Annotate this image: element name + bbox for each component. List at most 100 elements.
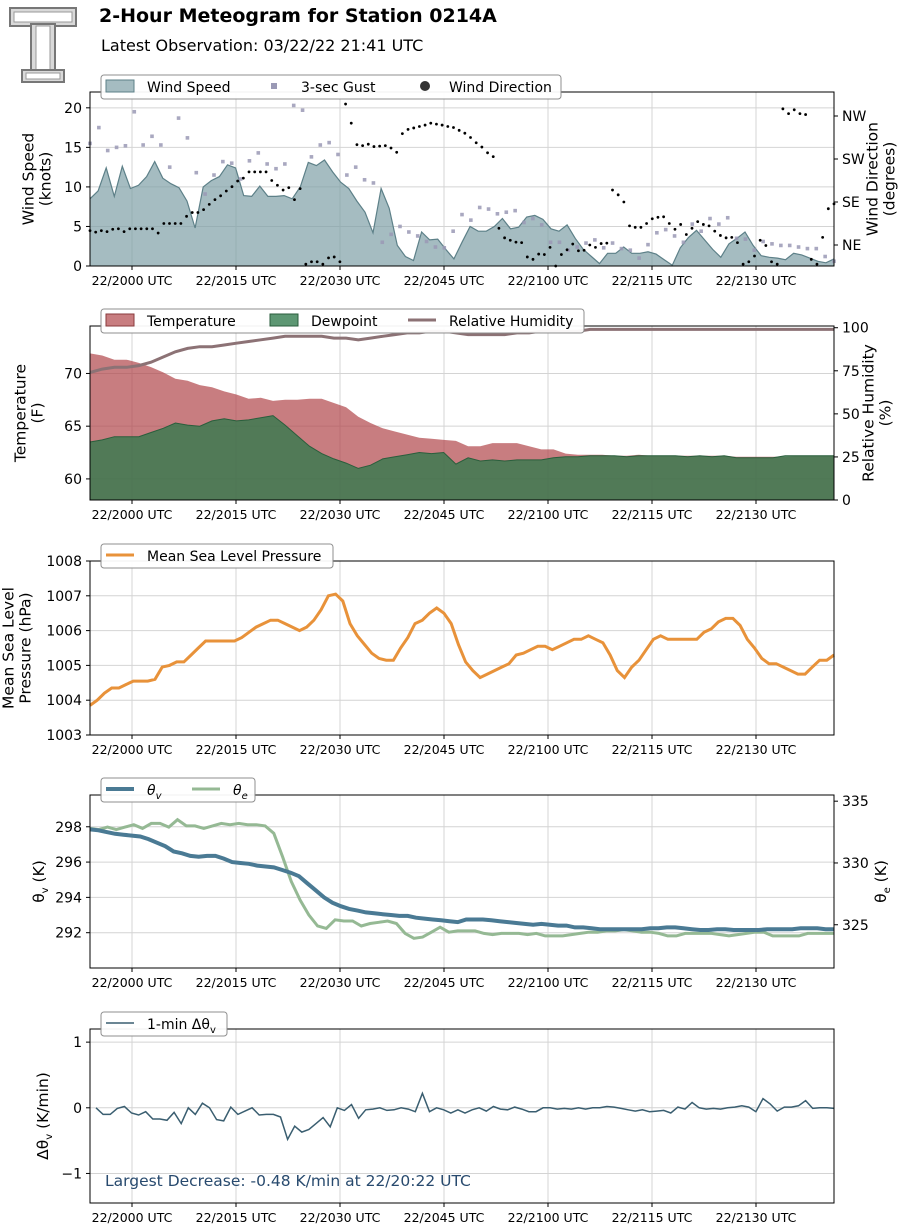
wind-direction-point: [474, 141, 478, 145]
wind-direction-point: [798, 112, 802, 116]
gust-point: [159, 143, 163, 147]
gust-point: [796, 245, 801, 249]
pressure-ytick-label-4: 1007: [46, 589, 82, 605]
gust-point: [451, 229, 455, 233]
thermo-xtick-label-5: 22/2115 UTC: [612, 507, 693, 522]
wind-direction-point: [224, 189, 228, 193]
wind-direction-point: [389, 146, 393, 150]
wind-direction-point: [116, 227, 120, 231]
wind-direction-point: [662, 215, 666, 219]
gust-point: [415, 234, 420, 238]
gust-point: [238, 177, 243, 181]
wind-direction-point: [247, 170, 251, 174]
dewpoint-area: [90, 415, 834, 500]
thermo-xtick-label-3: 22/2045 UTC: [404, 507, 485, 522]
wind-direction-point: [435, 122, 438, 126]
legend-dewpoint-label: Dewpoint: [311, 314, 378, 330]
wind-direction-point: [542, 253, 546, 256]
wind-direction-point: [758, 238, 762, 242]
theta-legend-box: [100, 777, 256, 803]
thermo-ytick-label-0: 60: [64, 472, 82, 488]
wind-direction-point: [406, 127, 410, 131]
gust-point: [362, 177, 367, 182]
wind-direction-point: [293, 198, 296, 202]
gust-point: [300, 108, 305, 112]
pressure-xtick-label-2: 22/2030 UTC: [300, 742, 381, 757]
thermo-xtick-label-2: 22/2030 UTC: [300, 507, 381, 522]
dtheta-xtick-label-6: 22/2130 UTC: [716, 1210, 797, 1225]
wind-direction-point: [559, 253, 563, 256]
wind-direction-point: [270, 179, 274, 182]
wind-direction-point: [679, 223, 683, 226]
gust-point: [469, 218, 473, 222]
theta-y2tick-label-2: 335: [842, 794, 869, 810]
wind-direction-point: [418, 125, 421, 128]
gust-point: [176, 116, 181, 120]
wind-direction-point: [605, 241, 609, 245]
gust-point: [97, 125, 101, 130]
wind-direction-point: [525, 255, 529, 259]
thermo-ylabel-1: (%): [877, 400, 895, 427]
gust-point: [708, 216, 712, 221]
gust-point: [593, 238, 597, 242]
pressure-line: [89, 592, 835, 707]
wind-y2tick-label-3: NW: [842, 109, 866, 125]
gust-point: [318, 143, 323, 147]
wind-ylabel-0: Wind Speed: [20, 133, 38, 225]
pressure-ylabel-1: Pressure (hPa): [17, 592, 35, 703]
legend-direction-label: Wind Direction: [449, 80, 552, 96]
dtheta-xtick-label-5: 22/2115 UTC: [612, 1210, 693, 1225]
wind-direction-point: [701, 223, 705, 226]
gust-point: [327, 140, 331, 145]
theta-e-line: [89, 817, 834, 940]
wind-direction-point: [684, 233, 688, 236]
wind-direction-point: [764, 244, 768, 247]
wind-direction-point: [491, 155, 495, 159]
theta-v-line: [89, 827, 834, 932]
wind-direction-point: [241, 176, 245, 180]
gust-point: [672, 234, 677, 238]
page-title: 2-Hour Meteogram for Station 0214A: [99, 5, 497, 27]
wind-direction-point: [168, 222, 171, 225]
gust-point: [610, 241, 615, 245]
wind-direction-point: [190, 211, 194, 214]
wind-direction-point: [111, 227, 115, 231]
gust-point: [787, 243, 792, 248]
gust-point: [283, 162, 287, 166]
wind-direction-point: [162, 222, 166, 225]
wind-direction-point: [599, 242, 603, 245]
gust-point: [185, 136, 190, 140]
gust-point: [256, 151, 261, 155]
gust-point: [194, 170, 199, 175]
pressure-xtick-label-1: 22/2015 UTC: [196, 742, 277, 757]
gust-point: [274, 166, 278, 171]
wind-direction-point: [611, 188, 614, 192]
wind-direction-point: [707, 224, 711, 228]
wind-direction-point: [826, 207, 830, 211]
gust-point: [725, 215, 730, 220]
gust-point: [575, 245, 579, 249]
gust-point: [309, 155, 314, 159]
latest-observation-subtitle: Latest Observation: 03/22/22 21:41 UTC: [101, 36, 424, 55]
theta-xtick-label-0: 22/2000 UTC: [92, 975, 173, 990]
wind-y2tick-label-0: NE: [842, 238, 861, 254]
wind-direction-point: [366, 142, 370, 146]
gust-point: [823, 254, 827, 259]
dewpoint-line: [89, 415, 834, 469]
wind-direction-point: [815, 262, 819, 266]
gust-point: [221, 159, 225, 164]
wind-direction-point: [349, 121, 353, 125]
theta-ytick-label-2: 296: [55, 855, 82, 871]
wind-direction-point: [304, 262, 308, 266]
thermo-ylabel-0: Temperature: [12, 364, 30, 463]
theta-axes-frame: [89, 794, 835, 969]
university-logo: [8, 6, 78, 90]
dtheta-legend-box: [100, 1011, 228, 1037]
gust-point: [814, 246, 819, 251]
wind-direction-point: [310, 260, 313, 264]
wind-direction-point: [821, 235, 825, 239]
gust-point: [584, 241, 588, 245]
wind-direction-point: [486, 151, 489, 155]
gust-point: [345, 173, 349, 177]
